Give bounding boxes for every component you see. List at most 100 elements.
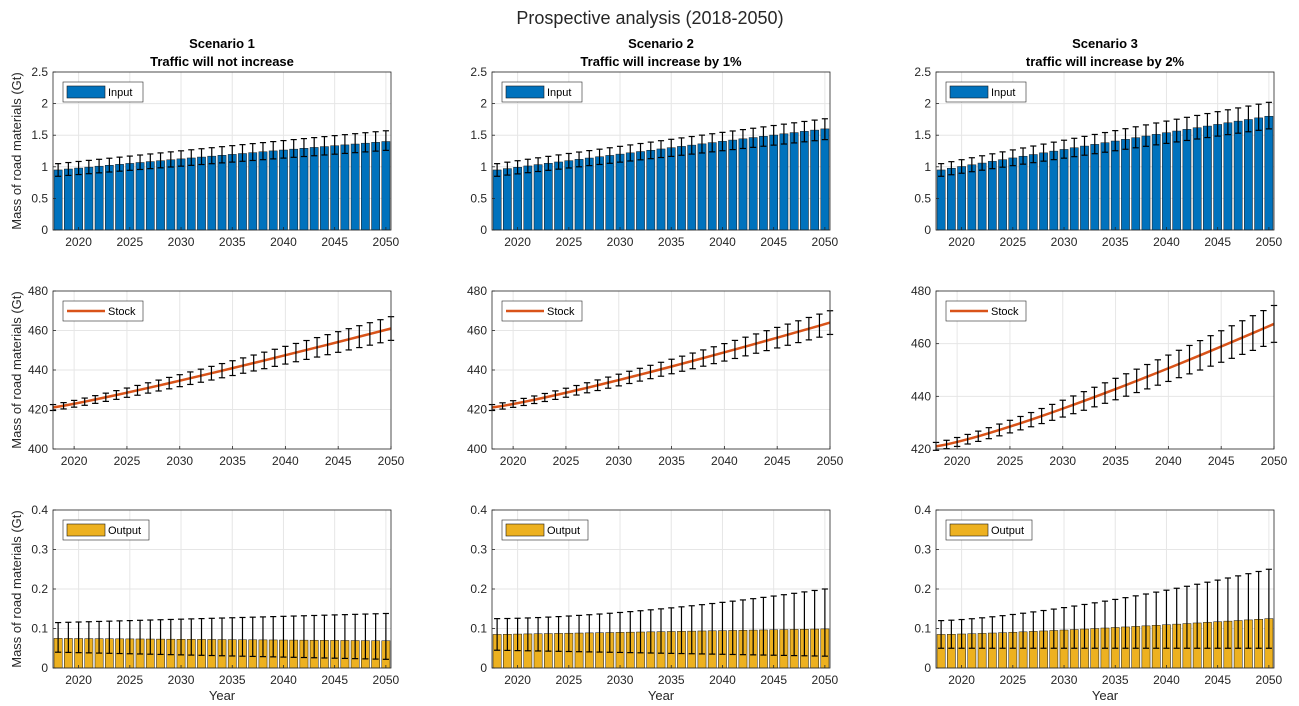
panel-title: Traffic will increase by 1% [580, 54, 742, 69]
y-tick-label: 0.5 [470, 191, 487, 205]
bar-2047 [789, 132, 799, 231]
y-tick-label: 0 [41, 223, 48, 237]
y-tick-label: 0 [924, 223, 931, 237]
error-bar-2018 [55, 621, 62, 653]
bar-2045 [1213, 124, 1223, 231]
bar-2032 [197, 156, 206, 231]
error-bar-2029 [167, 618, 174, 656]
x-tick-label: 2025 [116, 235, 143, 249]
error-bar-2023 [545, 155, 552, 171]
error-bar-2044 [760, 126, 767, 147]
x-tick-label: 2025 [997, 454, 1024, 468]
error-bar-2048 [1249, 315, 1257, 351]
y-tick-label: 1 [924, 160, 931, 174]
error-bar-2049 [372, 613, 379, 660]
error-bar-2026 [573, 384, 580, 396]
error-bar-2032 [1081, 135, 1088, 156]
x-tick-label: 2020 [65, 235, 92, 249]
error-bar-2039 [709, 133, 716, 153]
axes-box [935, 71, 1275, 231]
error-bar-2024 [113, 390, 120, 400]
error-bar-2028 [1038, 407, 1045, 425]
error-bar-2032 [637, 142, 644, 161]
error-bar-2036 [239, 357, 247, 374]
error-bar-2025 [1006, 419, 1014, 434]
y-tick-label: 440 [28, 363, 48, 377]
error-bar-2032 [198, 148, 205, 166]
legend-label: Stock [547, 306, 575, 318]
bar-2049 [810, 129, 819, 231]
error-bar-2032 [1081, 603, 1088, 649]
x-tick-label: 2040 [711, 454, 738, 468]
error-bar-2027 [1030, 145, 1037, 164]
error-bar-2034 [657, 361, 665, 377]
error-bar-2044 [1204, 112, 1211, 139]
bar-2050 [820, 128, 830, 231]
error-bar-2048 [1245, 573, 1252, 649]
y-tick-label: 1.5 [914, 128, 931, 142]
legend-label: Input [991, 87, 1015, 99]
x-tick-label: 2035 [1102, 235, 1129, 249]
error-bar-2050 [1265, 568, 1272, 649]
bar-2038 [258, 151, 268, 231]
bar-2032 [1080, 145, 1089, 231]
legend-swatch [949, 85, 989, 99]
error-bar-2040 [280, 615, 287, 658]
x-tick-label: 2045 [1204, 673, 1231, 687]
bar-2036 [677, 146, 686, 231]
y-tick-label: 1 [480, 160, 487, 174]
y-tick-label: 0 [924, 661, 931, 675]
y-tick-label: 400 [28, 442, 48, 456]
error-bar-2044 [1207, 335, 1214, 367]
error-bar-2035 [668, 358, 675, 375]
error-bar-2026 [575, 151, 583, 168]
error-bar-2046 [341, 614, 348, 660]
bar-2049 [1254, 117, 1263, 231]
bar-2048 [1244, 119, 1253, 231]
error-bar-2034 [657, 140, 665, 159]
error-bar-2050 [821, 588, 828, 657]
error-bar-2023 [989, 616, 996, 649]
error-bar-2025 [1009, 613, 1016, 649]
error-bar-2022 [979, 617, 986, 649]
error-bar-2023 [102, 392, 109, 402]
bar-2045 [330, 145, 340, 231]
bar-2020 [74, 167, 83, 231]
error-bar-2020 [75, 621, 82, 654]
bar-2026 [574, 159, 584, 231]
error-bar-2029 [166, 376, 173, 390]
legend-label: Output [991, 525, 1024, 537]
y-tick-label: 0.1 [470, 622, 487, 636]
error-bar-2027 [583, 382, 591, 394]
error-bar-2040 [719, 131, 726, 152]
error-bar-2036 [678, 606, 685, 655]
legend-swatch [66, 523, 106, 537]
x-tick-label: 2030 [166, 454, 193, 468]
y-tick-label: 1.5 [31, 128, 48, 142]
error-bar-2033 [1091, 602, 1098, 649]
error-bar-2029 [606, 147, 613, 164]
y-tick-label: 0 [480, 223, 487, 237]
bar-2042 [299, 148, 309, 231]
error-bar-2042 [739, 129, 747, 150]
error-bar-2033 [208, 147, 215, 165]
x-tick-label: 2035 [1102, 454, 1129, 468]
bar-2034 [1100, 142, 1110, 231]
y-tick-label: 440 [911, 389, 931, 403]
error-bar-2039 [710, 346, 717, 365]
bar-2029 [166, 159, 176, 231]
error-bar-2045 [770, 124, 777, 146]
error-bar-2039 [709, 602, 716, 655]
x-tick-label: 2040 [270, 673, 297, 687]
error-bar-2048 [362, 613, 369, 660]
y-tick-label: 420 [28, 403, 48, 417]
y-tick-label: 460 [911, 337, 931, 351]
error-bar-2035 [229, 360, 236, 377]
chart-panel-3: 2020 2025 2030 2035 2040 2045 2050 0 0.5 1 1.5 2 2.5… [914, 36, 1282, 249]
error-bar-2033 [647, 141, 654, 160]
error-bar-2025 [565, 615, 572, 653]
error-bar-2041 [731, 339, 739, 360]
error-bar-2029 [167, 151, 174, 168]
bar-2038 [1141, 135, 1151, 231]
error-bar-2048 [801, 120, 808, 143]
